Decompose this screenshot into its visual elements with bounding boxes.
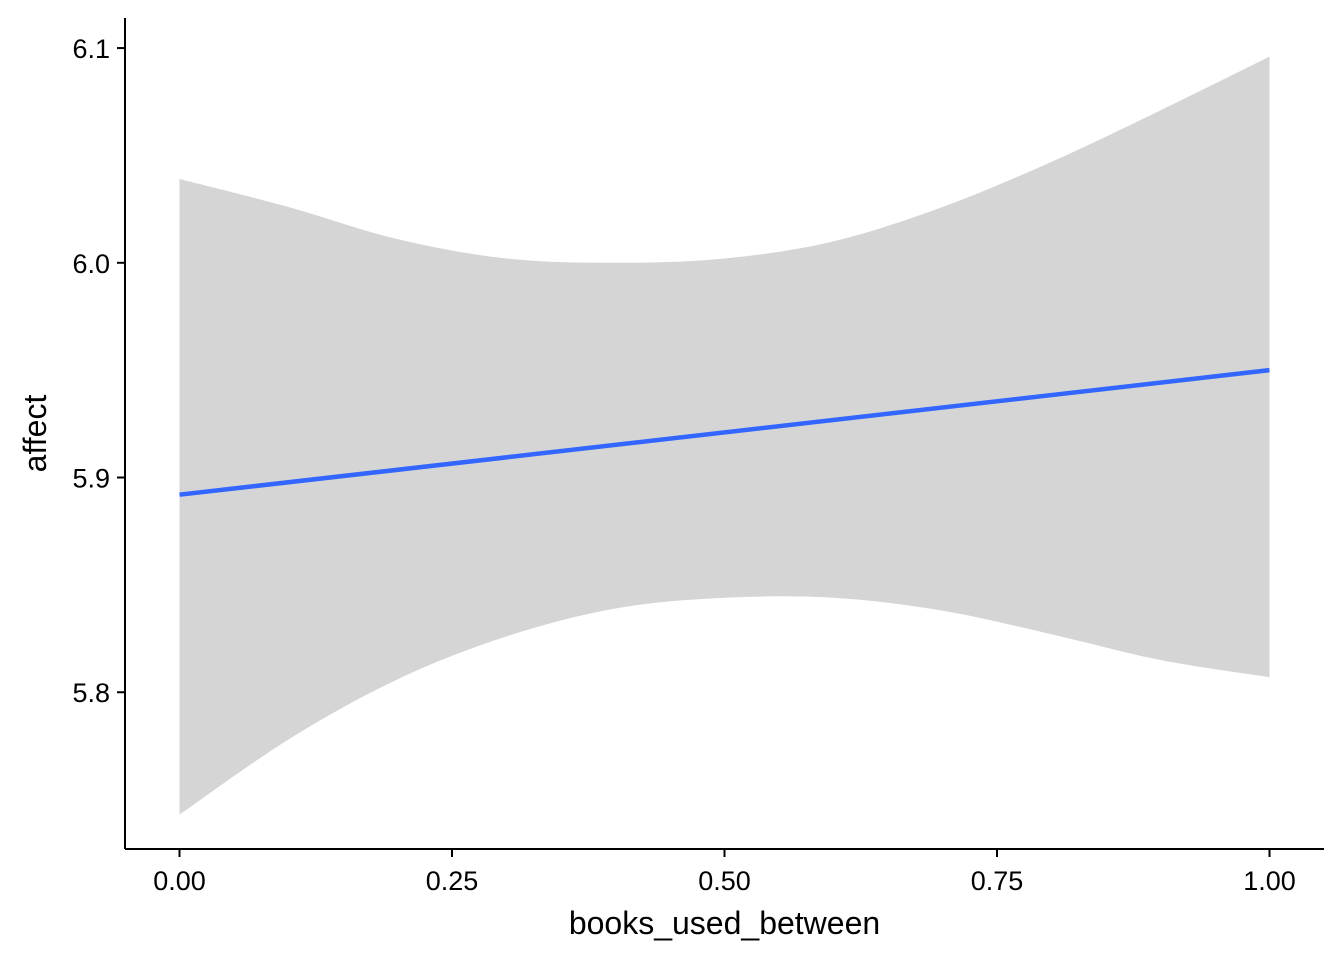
- y-tick-label-0: 5.8: [72, 678, 110, 708]
- series-line-0: [179, 367, 1270, 497]
- confidence-ribbon: [179, 56, 1270, 815]
- x-tick-label-3: 0.75: [971, 866, 1024, 896]
- x-tick-label-0: 0.00: [153, 866, 206, 896]
- series-line-layer: [179, 367, 1270, 497]
- axes: 0.00 0.25 0.50 0.75 1.00 5.8 5.9 6.0 6.1: [72, 18, 1324, 896]
- y-tick-label-3: 6.1: [72, 34, 110, 64]
- confidence-ribbon-layer: [179, 56, 1270, 815]
- y-axis-title: affect: [17, 395, 53, 473]
- x-tick-label-2: 0.50: [698, 866, 751, 896]
- y-tick-label-2: 6.0: [72, 249, 110, 279]
- x-tick-label-4: 1.00: [1243, 866, 1296, 896]
- axis-labels: books_used_between affect: [17, 395, 880, 941]
- y-tick-label-1: 5.9: [72, 464, 110, 494]
- x-tick-label-1: 0.25: [426, 866, 479, 896]
- x-axis-title: books_used_between: [569, 905, 880, 941]
